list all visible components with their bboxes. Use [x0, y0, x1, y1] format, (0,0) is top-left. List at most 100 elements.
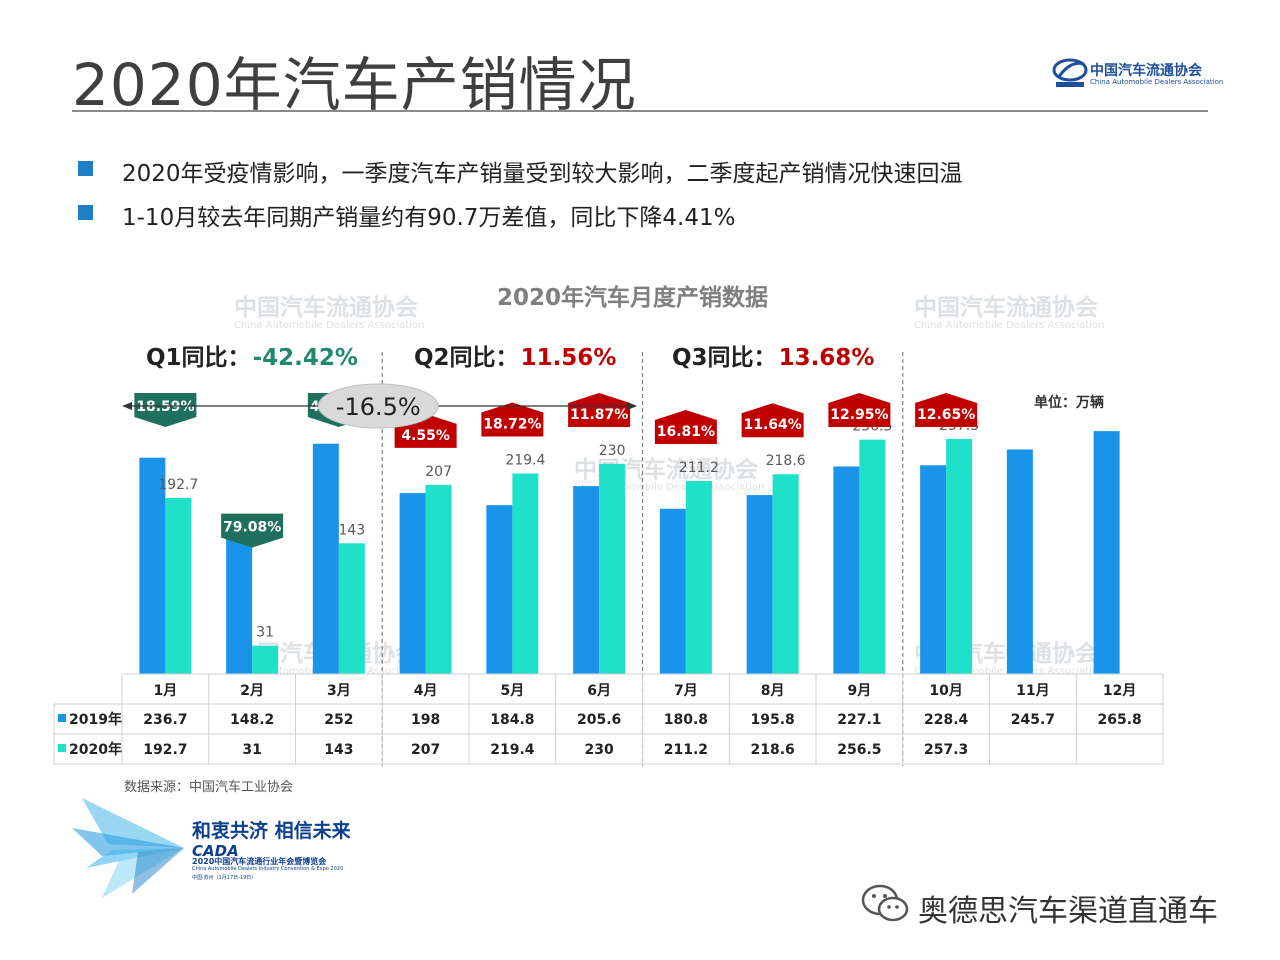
table-header-cell: 12月 — [1103, 683, 1136, 699]
q3-yoy-label: Q3同比：13.68% — [672, 338, 874, 372]
bar-2019 — [486, 505, 513, 674]
yoy-badge — [741, 403, 804, 438]
bullet-square-icon — [78, 205, 93, 220]
bar-2020 — [772, 474, 799, 674]
legend-swatch-2020 — [58, 744, 66, 752]
table-cell-2020: 207 — [411, 742, 440, 758]
q3-value: 13.68% — [778, 345, 875, 371]
expo-title-en: China Automobile Dealers Industry Conven… — [192, 866, 344, 872]
table-cell-2019: 245.7 — [1011, 712, 1055, 728]
yoy-badge — [568, 393, 631, 427]
slide-title: 2020年汽车产销情况 — [72, 51, 637, 119]
watermark-text: 中国汽车流通协会 — [914, 294, 1098, 321]
table-cell-2020: 257.3 — [924, 742, 968, 758]
bar-2020 — [512, 473, 539, 674]
bullet-square-icon — [78, 161, 93, 176]
bar-2020 — [252, 645, 279, 674]
table-cell-2020: 143 — [324, 742, 353, 758]
bar-2019 — [399, 493, 426, 674]
title-divider — [72, 110, 1208, 112]
table-cell-2019: 195.8 — [750, 712, 794, 728]
table-cell-2019: 198 — [411, 712, 440, 728]
channel-name: 奥德思汽车渠道直通车 — [918, 894, 1218, 929]
table-header-cell: 6月 — [587, 683, 611, 699]
table-cell-2019: 205.6 — [577, 712, 621, 728]
table-cell-2020: 218.6 — [750, 742, 794, 758]
bar-label-2020: 192.7 — [158, 477, 198, 493]
yoy-badge-label: 18.59% — [136, 399, 194, 415]
wechat-icon — [861, 884, 909, 922]
yoy-badge — [134, 393, 197, 427]
bar-label-2020: 211.2 — [679, 460, 719, 476]
yoy-badge-label: 12.95% — [830, 407, 888, 423]
logo-name-cn: 中国汽车流通协会 — [1090, 63, 1202, 79]
bullet-text: 2020年受疫情影响，一季度汽车产销量受到较大影响，二季度起产销情况快速回温 — [122, 161, 963, 187]
bar-label-2020: 230 — [599, 443, 626, 459]
expo-burst-icon — [72, 798, 184, 898]
q1-value: -42.42% — [252, 345, 358, 371]
yoy-badge — [828, 393, 891, 427]
yoy-badge-label: 12.65% — [917, 407, 975, 423]
table-header-cell: 1月 — [154, 683, 178, 699]
table-cell-2019: 148.2 — [230, 712, 274, 728]
table-cell-2020: 31 — [242, 742, 261, 758]
table-cell-2019: 228.4 — [924, 712, 969, 728]
table-cell-2020: 211.2 — [664, 742, 708, 758]
q3-label: Q3同比： — [672, 345, 777, 371]
table-header-cell: 11月 — [1016, 683, 1049, 699]
bar-2020 — [599, 463, 626, 674]
expo-title-cn: 2020中国汽车流通行业年会暨博览会 — [192, 857, 327, 866]
table-cell-2020: 219.4 — [490, 742, 535, 758]
table-cell-2020: 230 — [585, 742, 614, 758]
yoy-badge — [654, 410, 717, 445]
yoy-badge-label: 18.72% — [483, 417, 541, 433]
bar-label-2020: 143 — [339, 522, 366, 538]
watermark-text: 中国汽车流通协会 — [234, 294, 418, 321]
yoy-badge-label: 16.81% — [657, 424, 715, 440]
legend-label-2019: 2019年 — [69, 711, 122, 728]
table-header-cell: 2月 — [240, 683, 264, 699]
logo-name-en: China Automobile Dealers Association — [1090, 78, 1224, 86]
table-header-cell: 3月 — [327, 683, 351, 699]
table-cell-2019: 252 — [324, 712, 353, 728]
bar-label-2020: 219.4 — [505, 453, 545, 469]
bar-2019 — [312, 443, 339, 674]
legend-label-2020: 2020年 — [69, 741, 122, 758]
expo-logo: 和衷共济 相信未来 CADA 2020中国汽车流通行业年会暨博览会 China … — [72, 798, 372, 898]
watermark: 中国汽车流通协会 China Automobile Dealers Associ… — [176, 288, 424, 331]
table-cell-2019: 180.8 — [664, 712, 708, 728]
cada-logo: 中国汽车流通协会 China Automobile Dealers Associ… — [1052, 56, 1223, 92]
yoy-badge-label: 4.55% — [401, 428, 450, 444]
table-cell-2020: 256.5 — [837, 742, 881, 758]
q2-label: Q2同比： — [414, 345, 519, 371]
table-header-cell: 8月 — [761, 683, 785, 699]
bar-2019 — [746, 495, 773, 674]
table-cell-2019: 265.8 — [1097, 712, 1141, 728]
yoy-badge — [481, 402, 544, 437]
h1-annotation-bubble — [317, 383, 439, 429]
table-header-cell: 9月 — [848, 683, 872, 699]
bar-2019 — [1093, 431, 1120, 674]
bar-label-2020: 207 — [425, 464, 452, 480]
q2-yoy-label: Q2同比：11.56% — [414, 338, 616, 372]
bar-2019 — [833, 466, 860, 674]
bullet-item: 1-10月较去年同期产销量约有90.7万差值，同比下降4.41% — [76, 196, 1206, 231]
source-note: 数据来源：中国汽车工业协会 — [124, 780, 294, 795]
cada-emblem-icon — [1052, 58, 1088, 87]
yoy-badge-label: 11.64% — [743, 417, 801, 433]
bar-2020 — [425, 484, 452, 674]
bar-2019 — [659, 508, 686, 674]
table-header-cell: 4月 — [414, 683, 438, 699]
watermark-subtext: China Automobile Dealers Association — [914, 320, 1105, 331]
expo-slogan: 和衷共济 相信未来 — [192, 820, 351, 842]
table-cell-2019: 227.1 — [837, 712, 881, 728]
bar-2019 — [573, 486, 600, 674]
arrow-left-icon — [122, 402, 132, 410]
table-cell-2019: 184.8 — [490, 712, 534, 728]
bar-2019 — [226, 538, 253, 674]
expo-brand: CADA — [192, 842, 239, 860]
q1-label: Q1同比： — [146, 345, 251, 371]
yoy-badge-label: 11.87% — [570, 407, 628, 423]
yoy-badge-label: 79.08% — [223, 520, 281, 536]
